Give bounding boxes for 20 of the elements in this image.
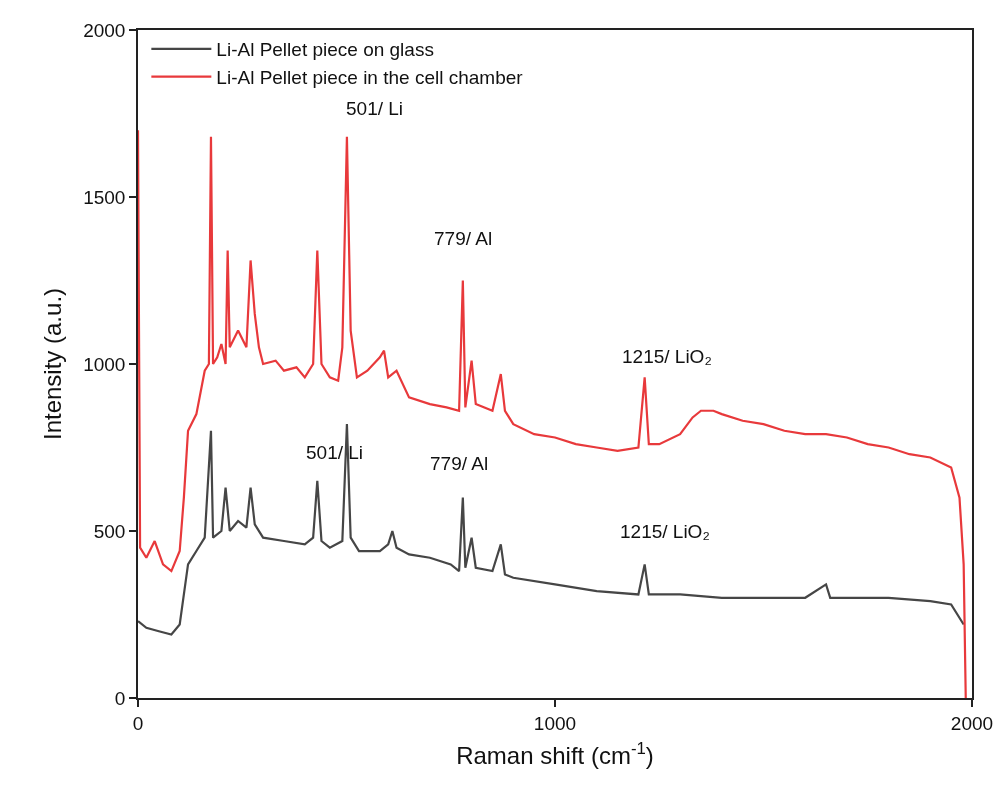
y-tick-label: 2000	[83, 19, 126, 41]
line-series	[138, 423, 965, 636]
x-tick-label: 2000	[950, 712, 994, 734]
y-tick-label: 1000	[83, 353, 126, 375]
annotation: 501/ Li	[306, 442, 364, 463]
legend-label: Li-Al Pellet piece in the cell chamber	[216, 66, 524, 88]
y-tick-label: 500	[93, 520, 126, 542]
annotation: 779/ Al	[430, 453, 489, 474]
annotation: 1215/ LiO₂	[620, 521, 710, 542]
line-series	[138, 129, 967, 698]
y-tick-label: 1500	[83, 186, 126, 208]
annotation: 779/ Al	[434, 228, 493, 249]
y-tick-label: 0	[114, 687, 126, 709]
legend-label: Li-Al Pellet piece on glass	[216, 39, 434, 61]
x-axis-title: Raman shift (cm$^{-1}$)	[456, 739, 654, 770]
annotation: 1215/ LiO₂	[622, 346, 712, 367]
y-axis-title: Intensity (a.u.)	[38, 287, 66, 441]
annotation: 501/ Li	[346, 98, 404, 119]
x-tick-label: 1000	[533, 712, 577, 734]
x-tick-label: 0	[132, 712, 144, 734]
